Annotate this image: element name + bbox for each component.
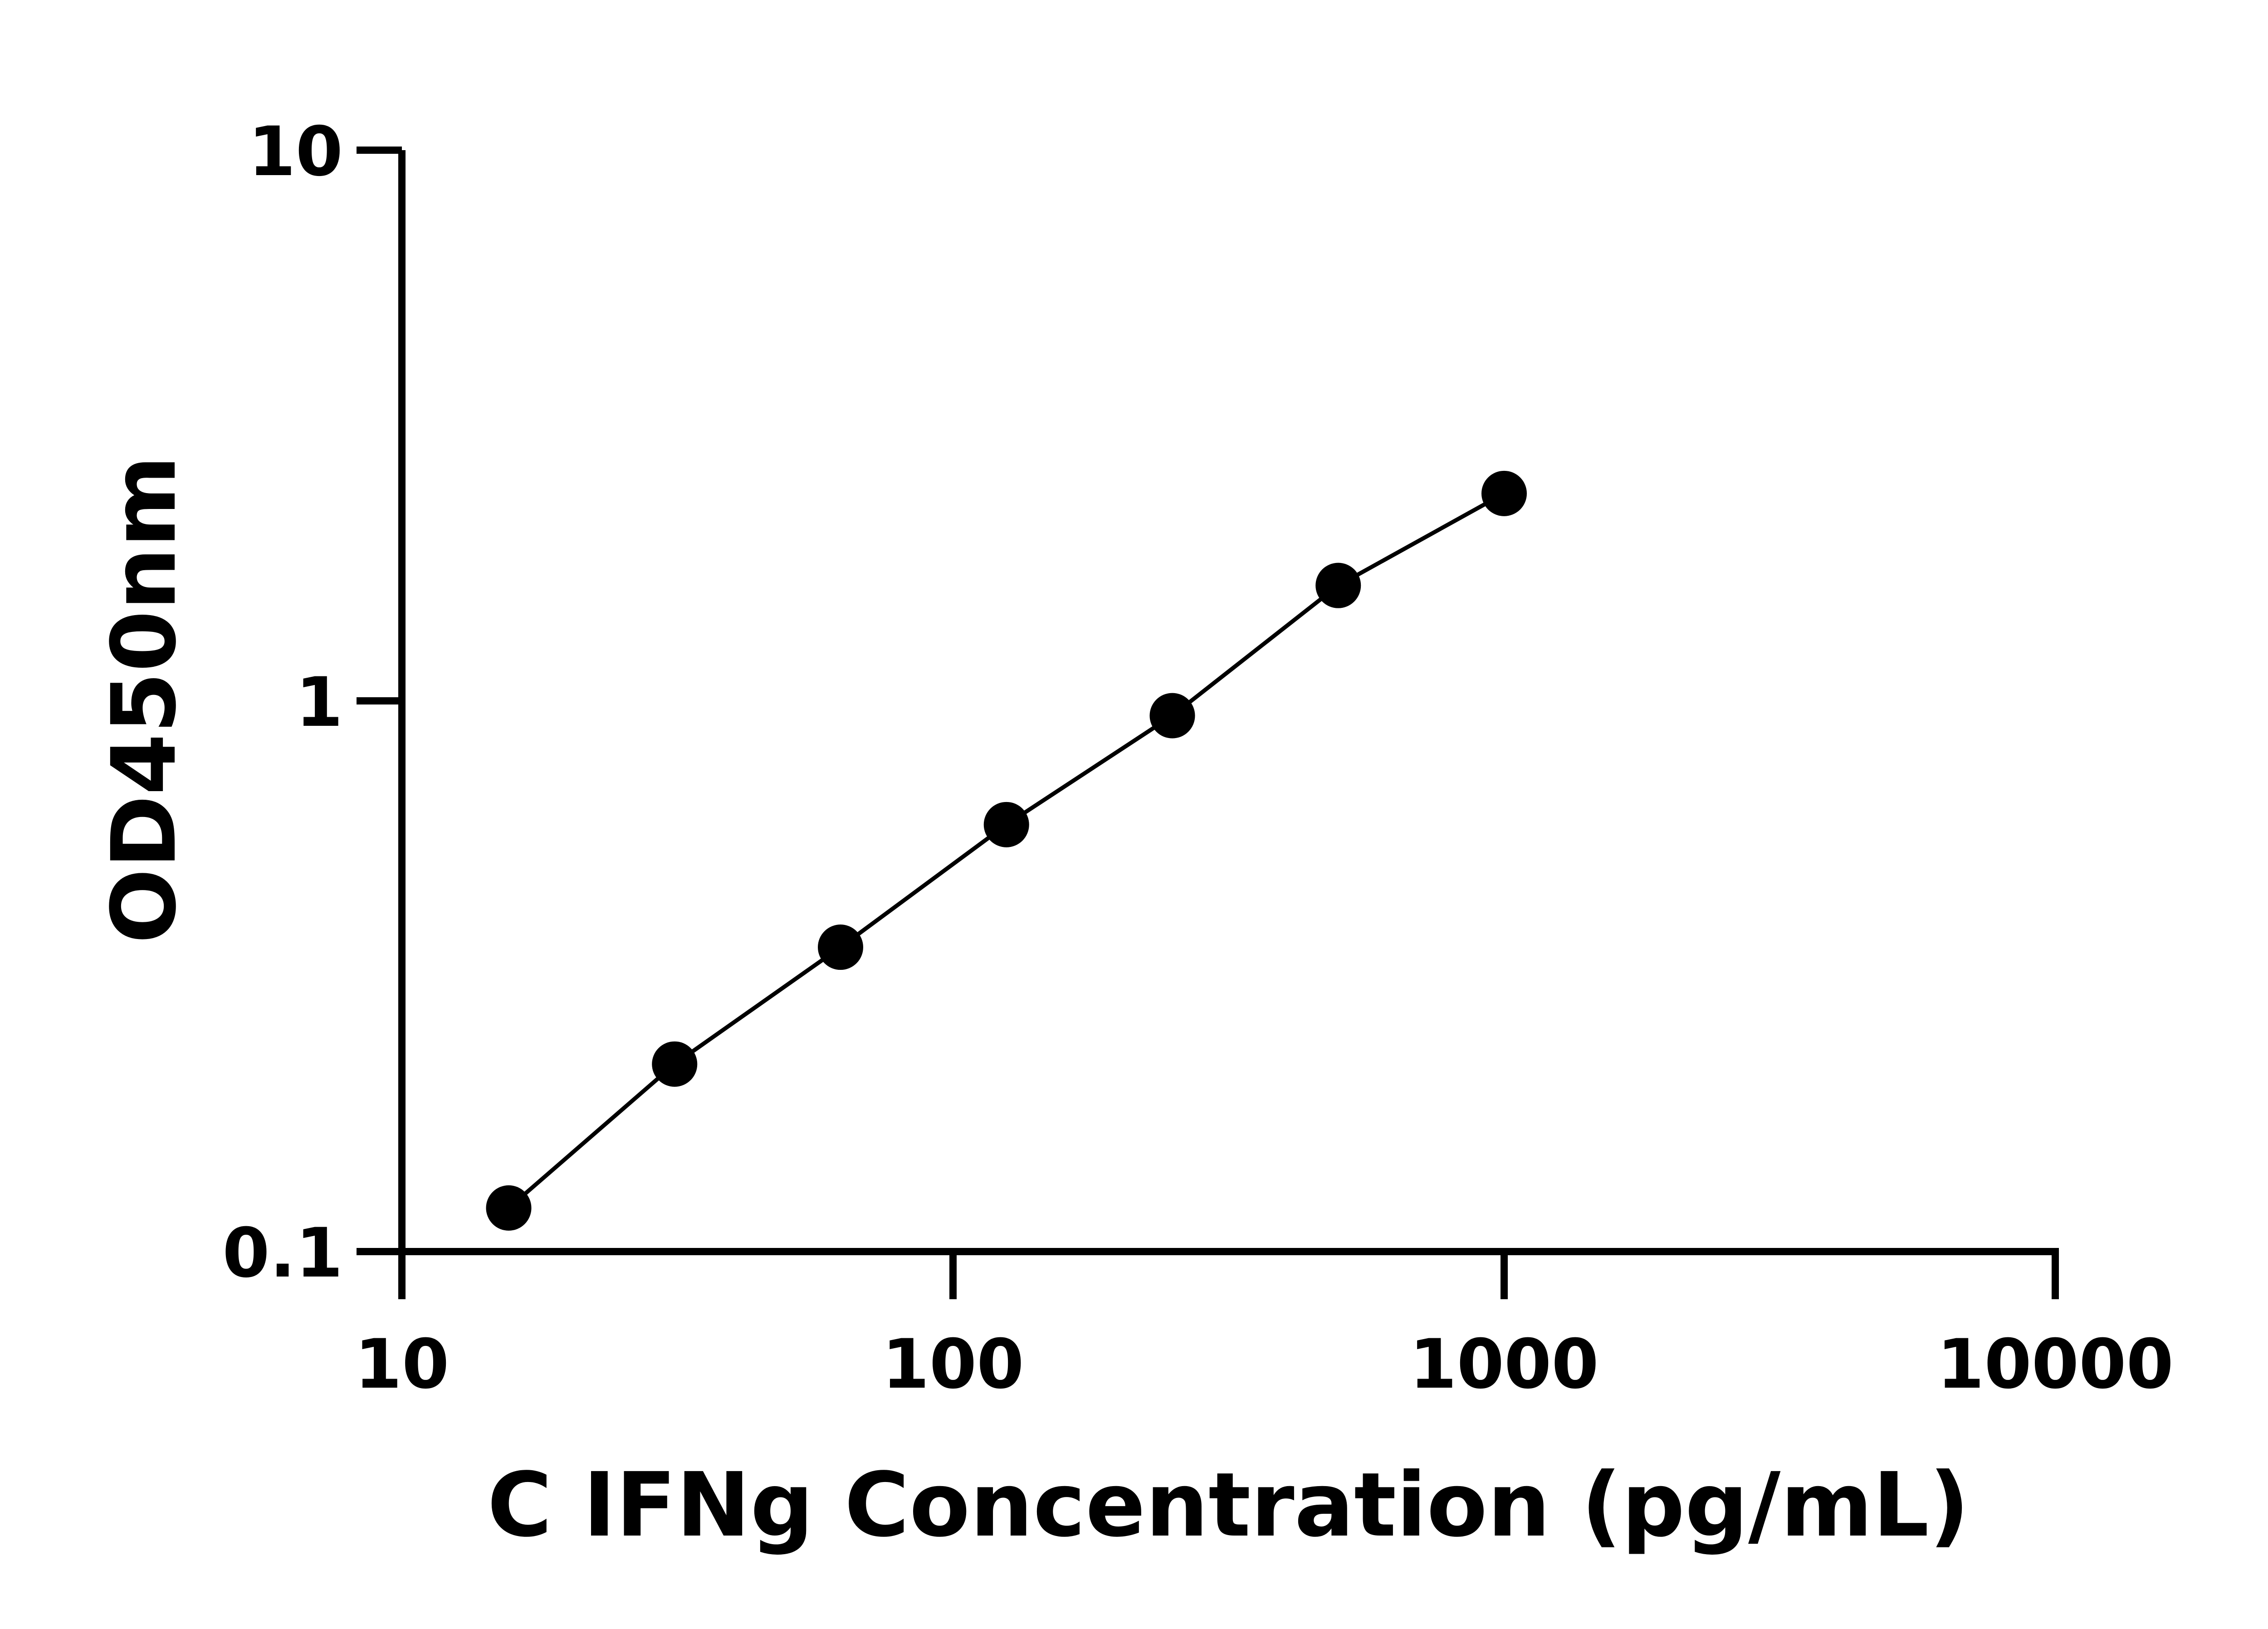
x-tick-label: 1000: [1409, 1325, 1598, 1404]
x-tick-label: 100: [882, 1325, 1024, 1404]
data-point: [1315, 563, 1361, 608]
x-axis-label: C IFNg Concentration (pg/mL): [487, 1453, 1970, 1556]
data-point: [486, 1185, 532, 1231]
data-point: [983, 802, 1029, 847]
data-point: [1481, 470, 1527, 516]
y-tick-label: 10: [248, 113, 343, 191]
y-tick-label: 1: [296, 663, 343, 742]
series: [486, 470, 1527, 1231]
y-axis-label: OD450nm: [93, 455, 196, 944]
data-point: [1149, 693, 1195, 739]
ticks: 10 100 1000 10000 0.1 1 10: [222, 113, 2174, 1404]
data-point: [652, 1041, 698, 1087]
x-tick-label: 10000: [1937, 1325, 2174, 1404]
y-tick-label: 0.1: [222, 1214, 343, 1293]
data-point: [817, 925, 863, 970]
x-tick-label: 10: [355, 1325, 450, 1404]
